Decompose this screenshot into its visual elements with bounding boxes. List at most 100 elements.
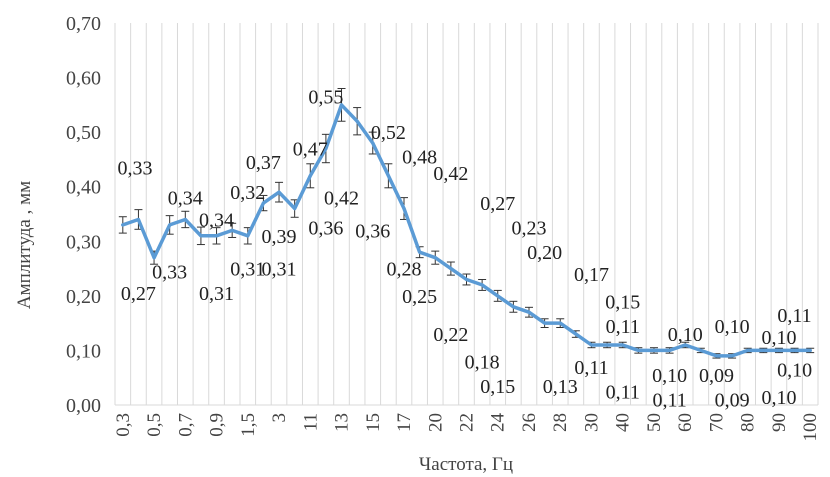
x-axis-ticks: 0,3 0,5 0,7 0,9 1,5 3 11 13 15 17 20 22 24 26 28 30 40 50…	[113, 413, 821, 442]
x-tick-label: 11	[300, 413, 321, 431]
data-label: 0,23	[511, 218, 546, 240]
x-tick-label: 30	[581, 413, 602, 432]
data-label: 0,11	[574, 357, 608, 379]
data-point	[558, 321, 562, 325]
x-tick-label: 0,3	[113, 413, 134, 437]
data-label: 0,13	[543, 376, 578, 398]
data-point	[746, 348, 750, 352]
data-label: 0,10	[652, 365, 687, 387]
data-labels: 0,330,270,340,330,340,310,320,310,370,39…	[118, 87, 813, 412]
data-point	[465, 277, 468, 281]
data-label: 0,31	[262, 259, 297, 281]
data-point	[324, 147, 328, 151]
x-tick-label: 0,7	[175, 413, 196, 437]
data-point	[246, 234, 250, 238]
x-tick-label: 60	[675, 413, 696, 432]
data-point	[511, 305, 515, 309]
data-label: 0,11	[777, 305, 811, 327]
data-label: 0,10	[761, 327, 796, 349]
y-tick-label: 0,40	[66, 177, 101, 199]
data-point	[183, 217, 187, 221]
data-point	[793, 348, 797, 352]
x-tick-label: 3	[269, 413, 290, 423]
x-tick-label: 17	[394, 413, 415, 432]
data-point	[574, 332, 578, 336]
data-point	[496, 294, 500, 298]
data-label: 0,11	[606, 381, 640, 403]
data-point	[527, 310, 531, 314]
data-point	[449, 267, 453, 271]
x-tick-label: 13	[332, 413, 353, 432]
data-label: 0,25	[402, 286, 437, 308]
x-tick-label: 1,5	[238, 413, 259, 437]
data-label: 0,34	[199, 209, 234, 231]
data-label: 0,47	[293, 139, 328, 161]
data-label: 0,37	[246, 152, 281, 174]
data-label: 0,36	[355, 220, 390, 242]
data-point	[230, 228, 234, 232]
x-tick-label: 20	[425, 413, 446, 432]
data-label: 0,10	[761, 387, 796, 409]
y-tick-label: 0,30	[66, 231, 101, 253]
data-point	[168, 223, 172, 227]
y-tick-label: 0,60	[66, 68, 101, 90]
data-label: 0,22	[433, 324, 468, 346]
x-tick-label: 22	[457, 413, 478, 432]
data-label: 0,15	[480, 376, 515, 398]
data-label: 0,17	[574, 264, 609, 286]
data-point	[386, 174, 390, 178]
data-label: 0,34	[168, 188, 203, 210]
data-point	[215, 234, 219, 238]
data-point	[308, 174, 312, 178]
data-label: 0,52	[371, 122, 406, 144]
data-point	[152, 256, 156, 260]
x-tick-label: 0,5	[144, 413, 165, 437]
data-label: 0,48	[402, 147, 437, 169]
data-label: 0,10	[777, 360, 812, 382]
x-tick-label: 90	[769, 413, 790, 432]
data-point	[589, 343, 593, 347]
data-label: 0,28	[387, 259, 422, 281]
data-point	[668, 348, 672, 352]
data-label: 0,42	[433, 163, 468, 185]
data-point	[121, 223, 125, 227]
data-label: 0,11	[606, 316, 640, 338]
data-point	[433, 256, 437, 260]
x-tick-label: 28	[550, 413, 571, 432]
data-point	[730, 354, 734, 358]
data-point	[402, 207, 406, 211]
data-point	[136, 217, 140, 221]
data-label: 0,27	[121, 283, 156, 305]
data-label: 0,33	[152, 261, 187, 283]
data-point	[261, 201, 265, 205]
data-label: 0,39	[262, 226, 297, 248]
data-point	[714, 354, 718, 358]
y-tick-label: 0,70	[66, 13, 101, 35]
data-point	[355, 119, 359, 123]
data-label: 0,20	[527, 242, 562, 264]
data-label: 0,15	[605, 291, 640, 313]
data-points	[121, 103, 812, 358]
y-axis-title: Амплитуда , мм	[14, 181, 35, 309]
x-tick-label: 50	[644, 413, 665, 432]
data-point	[480, 283, 484, 287]
data-label: 0,31	[199, 283, 234, 305]
data-point	[652, 348, 656, 352]
x-tick-label: 15	[363, 413, 384, 432]
data-label: 0,32	[230, 182, 265, 204]
x-tick-label: 24	[488, 413, 509, 433]
data-point	[808, 348, 812, 352]
y-tick-label: 0,50	[66, 122, 101, 144]
data-label: 0,10	[715, 316, 750, 338]
data-point	[621, 343, 625, 347]
data-label: 0,55	[308, 87, 343, 109]
y-tick-label: 0,10	[66, 340, 101, 362]
data-point	[371, 141, 375, 145]
data-point	[605, 343, 609, 347]
x-tick-label: 80	[738, 413, 759, 432]
data-point	[340, 103, 344, 107]
data-label: 0,11	[652, 390, 686, 412]
data-point	[699, 348, 703, 352]
data-point	[683, 343, 687, 347]
x-axis-title: Частота, Гц	[419, 454, 513, 475]
